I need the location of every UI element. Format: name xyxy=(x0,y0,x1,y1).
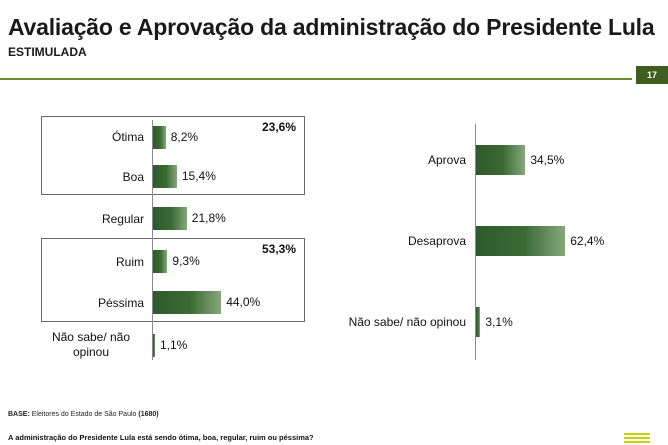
value-label-ruim: 9,3% xyxy=(172,254,200,268)
category-label-desaprova: Desaprova xyxy=(407,234,466,248)
value-label-nao-sabe-nao-opinou: 3,1% xyxy=(485,315,513,329)
category-label-regular: Regular xyxy=(101,212,144,226)
bar-boa xyxy=(153,164,177,188)
value-label-otima: 8,2% xyxy=(170,130,199,144)
bar-ruim xyxy=(153,249,168,273)
category-label-boa: Boa xyxy=(122,170,144,184)
value-label-boa: 15,4% xyxy=(181,169,216,183)
bar-nao-sabe-nao-opinou xyxy=(476,307,481,337)
bar-desaprova xyxy=(476,226,566,256)
page-title: Avaliação e Aprovação da administração d… xyxy=(8,14,655,40)
header-rule xyxy=(0,78,632,80)
value-label-pessima: 44,0% xyxy=(226,295,261,309)
value-label-aprova: 34,5% xyxy=(530,153,565,167)
footer-bar xyxy=(0,426,668,445)
group-total-label: 53,3% xyxy=(262,242,297,256)
value-label-regular: 21,8% xyxy=(191,211,226,225)
value-label-desaprova: 62,4% xyxy=(570,234,605,248)
survey-question: A administração do Presidente Lula está … xyxy=(8,433,314,442)
category-label-otima: Ótima xyxy=(111,130,144,144)
axis-line xyxy=(152,120,153,360)
page-number-badge: 17 xyxy=(636,66,668,84)
axis-line xyxy=(475,124,476,360)
base-text: Eleitores do Estado de São Paulo xyxy=(31,411,137,418)
category-label-ruim: Ruim xyxy=(115,255,144,269)
base-footnote: BASE: Eleitores do Estado de São Paulo (… xyxy=(8,411,159,418)
bar-otima xyxy=(153,125,166,149)
page-subtitle: ESTIMULADA xyxy=(8,45,87,59)
group-box-2 xyxy=(41,238,305,322)
category-label-nao-sabe-nao-opinou: Não sabe/ não opinou xyxy=(51,330,131,359)
category-label-aprova: Aprova xyxy=(427,153,466,167)
group-total-label: 23,6% xyxy=(262,120,297,134)
bar-regular xyxy=(153,206,187,230)
value-label-nao-sabe-nao-opinou: 1,1% xyxy=(160,338,188,352)
category-label-nao-sabe-nao-opinou: Não sabe/ não opinou xyxy=(348,315,466,329)
logo-stripes-icon xyxy=(624,433,650,445)
bar-nao-sabe-nao-opinou xyxy=(153,333,155,357)
group-box-1 xyxy=(41,116,305,195)
bar-aprova xyxy=(476,145,526,175)
base-n: (1680) xyxy=(138,411,159,418)
bar-pessima xyxy=(153,290,222,314)
base-label: BASE: xyxy=(8,411,30,418)
category-label-pessima: Péssima xyxy=(97,296,144,310)
